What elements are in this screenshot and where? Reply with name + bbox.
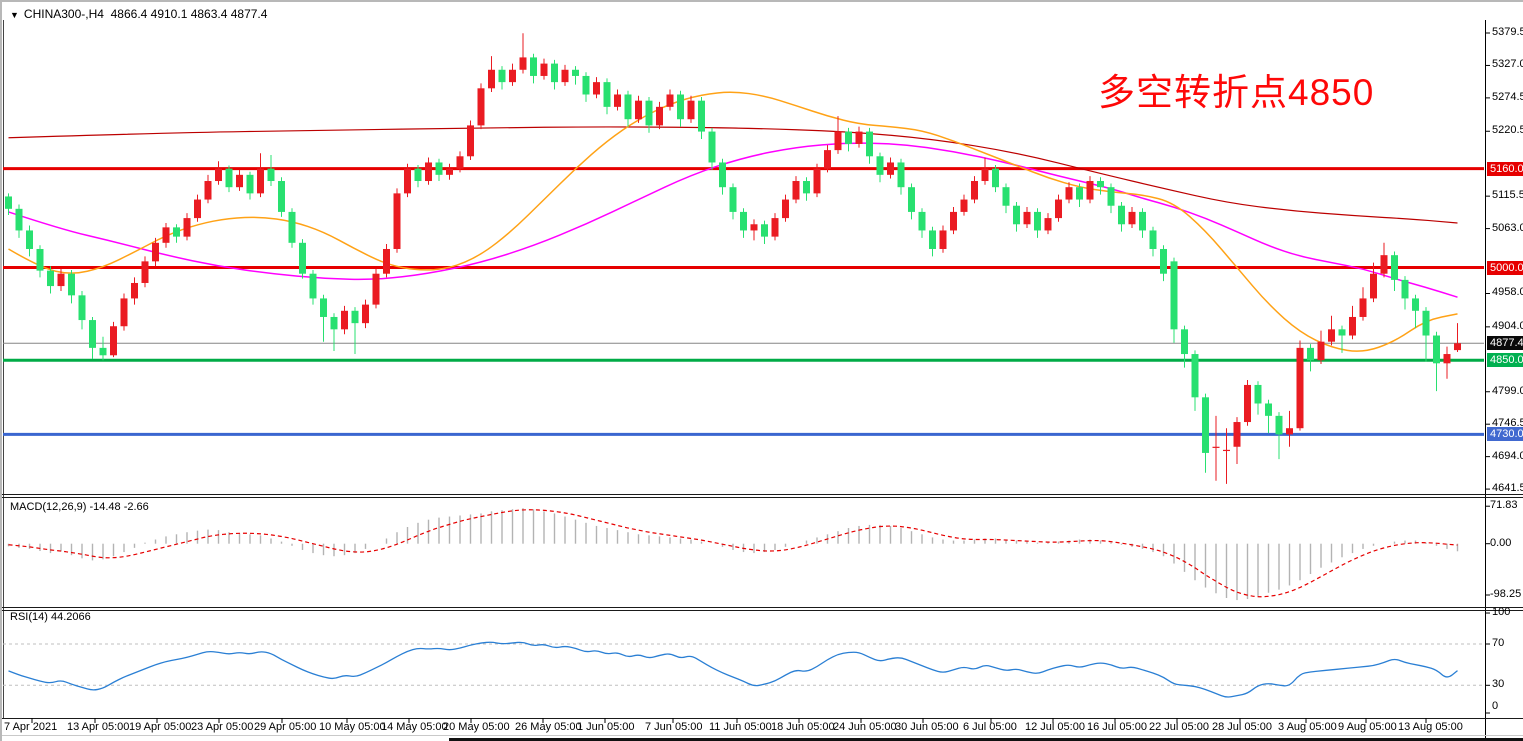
price-badge: 5160.0 (1487, 161, 1523, 176)
price-axis-label: 4904.0 (1492, 319, 1523, 332)
date-axis-label: 16 Jul 05:00 (1087, 721, 1147, 733)
date-axis-label: 6 Jul 05:00 (963, 721, 1017, 733)
price-axis-label: 4641.5 (1492, 482, 1523, 495)
price-axis-label: 5274.5 (1492, 90, 1523, 103)
date-axis-label: 26 May 05:00 (515, 721, 582, 733)
date-axis-label: 23 Apr 05:00 (191, 721, 254, 733)
date-axis-label: 7 Jun 05:00 (645, 721, 703, 733)
rsi-axis-label: 100 (1492, 606, 1511, 619)
date-axis-label: 11 Jun 05:00 (709, 721, 772, 733)
price-axis-label: 5220.5 (1492, 124, 1523, 137)
macd-axis-label: 0.00 (1490, 536, 1512, 549)
chart-title: ▼ CHINA300-,H4 4866.4 4910.1 4863.4 4877.… (10, 7, 267, 21)
symbol-dropdown-icon[interactable]: ▼ (10, 10, 19, 20)
date-axis-label: 19 Apr 05:00 (129, 721, 192, 733)
date-axis-label: 3 Aug 05:00 (1278, 721, 1337, 733)
date-axis-label: 30 Jun 05:00 (895, 721, 959, 733)
macd-axis-label: 71.83 (1490, 499, 1518, 512)
price-axis-label: 5063.0 (1492, 221, 1523, 234)
date-axis-label: 14 May 05:00 (381, 721, 448, 733)
symbol-timeframe-label: CHINA300-,H4 (23, 7, 104, 21)
rsi-axis-label: 30 (1492, 678, 1505, 691)
date-axis-label: 12 Jul 05:00 (1025, 721, 1085, 733)
price-axis-label: 4746.5 (1492, 417, 1523, 430)
price-axis-label: 4694.0 (1492, 449, 1523, 462)
price-axis-label: 4958.0 (1492, 286, 1523, 299)
macd-indicator-label: MACD(12,26,9) -14.48 -2.66 (10, 501, 149, 513)
date-axis-label: 20 May 05:00 (443, 721, 510, 733)
docked-window-edge (449, 738, 1523, 741)
rsi-indicator-label: RSI(14) 44.2066 (10, 611, 91, 623)
date-axis-label: 7 Apr 2021 (4, 721, 58, 733)
price-axis-label: 5115.5 (1492, 189, 1523, 202)
rsi-axis-label: 0 (1492, 700, 1499, 712)
date-axis-label: 22 Jul 05:00 (1149, 721, 1209, 733)
date-axis-label: 28 Jul 05:00 (1212, 721, 1272, 733)
ohlc-values: 4866.4 4910.1 4863.4 4877.4 (110, 7, 268, 21)
date-axis-label: 29 Apr 05:00 (254, 721, 317, 733)
date-axis-label: 13 Aug 05:00 (1398, 721, 1463, 733)
trend-turning-point-annotation[interactable]: 多空转折点4850 (1098, 72, 1375, 113)
window-divider (2, 735, 1523, 736)
price-badge: 4850.0 (1487, 353, 1523, 368)
price-axis-label: 5327.0 (1492, 58, 1523, 71)
date-axis-label: 9 Aug 05:00 (1338, 721, 1397, 733)
price-axis-label: 4799.0 (1492, 384, 1523, 397)
date-axis-label: 24 Jun 05:00 (833, 721, 897, 733)
date-axis-label: 10 May 05:00 (319, 721, 386, 733)
date-axis-label: 18 Jun 05:00 (771, 721, 835, 733)
price-badge: 5000.0 (1487, 260, 1523, 275)
price-badge: 4877.4 (1487, 336, 1523, 351)
macd-axis-label: -98.25 (1490, 587, 1522, 600)
rsi-axis-label: 70 (1492, 637, 1505, 649)
price-badge: 4730.0 (1487, 427, 1523, 442)
price-axis-label: 5379.5 (1492, 26, 1523, 38)
date-axis-label: 13 Apr 05:00 (67, 721, 130, 733)
date-axis-label: 1 Jun 05:00 (577, 721, 635, 733)
